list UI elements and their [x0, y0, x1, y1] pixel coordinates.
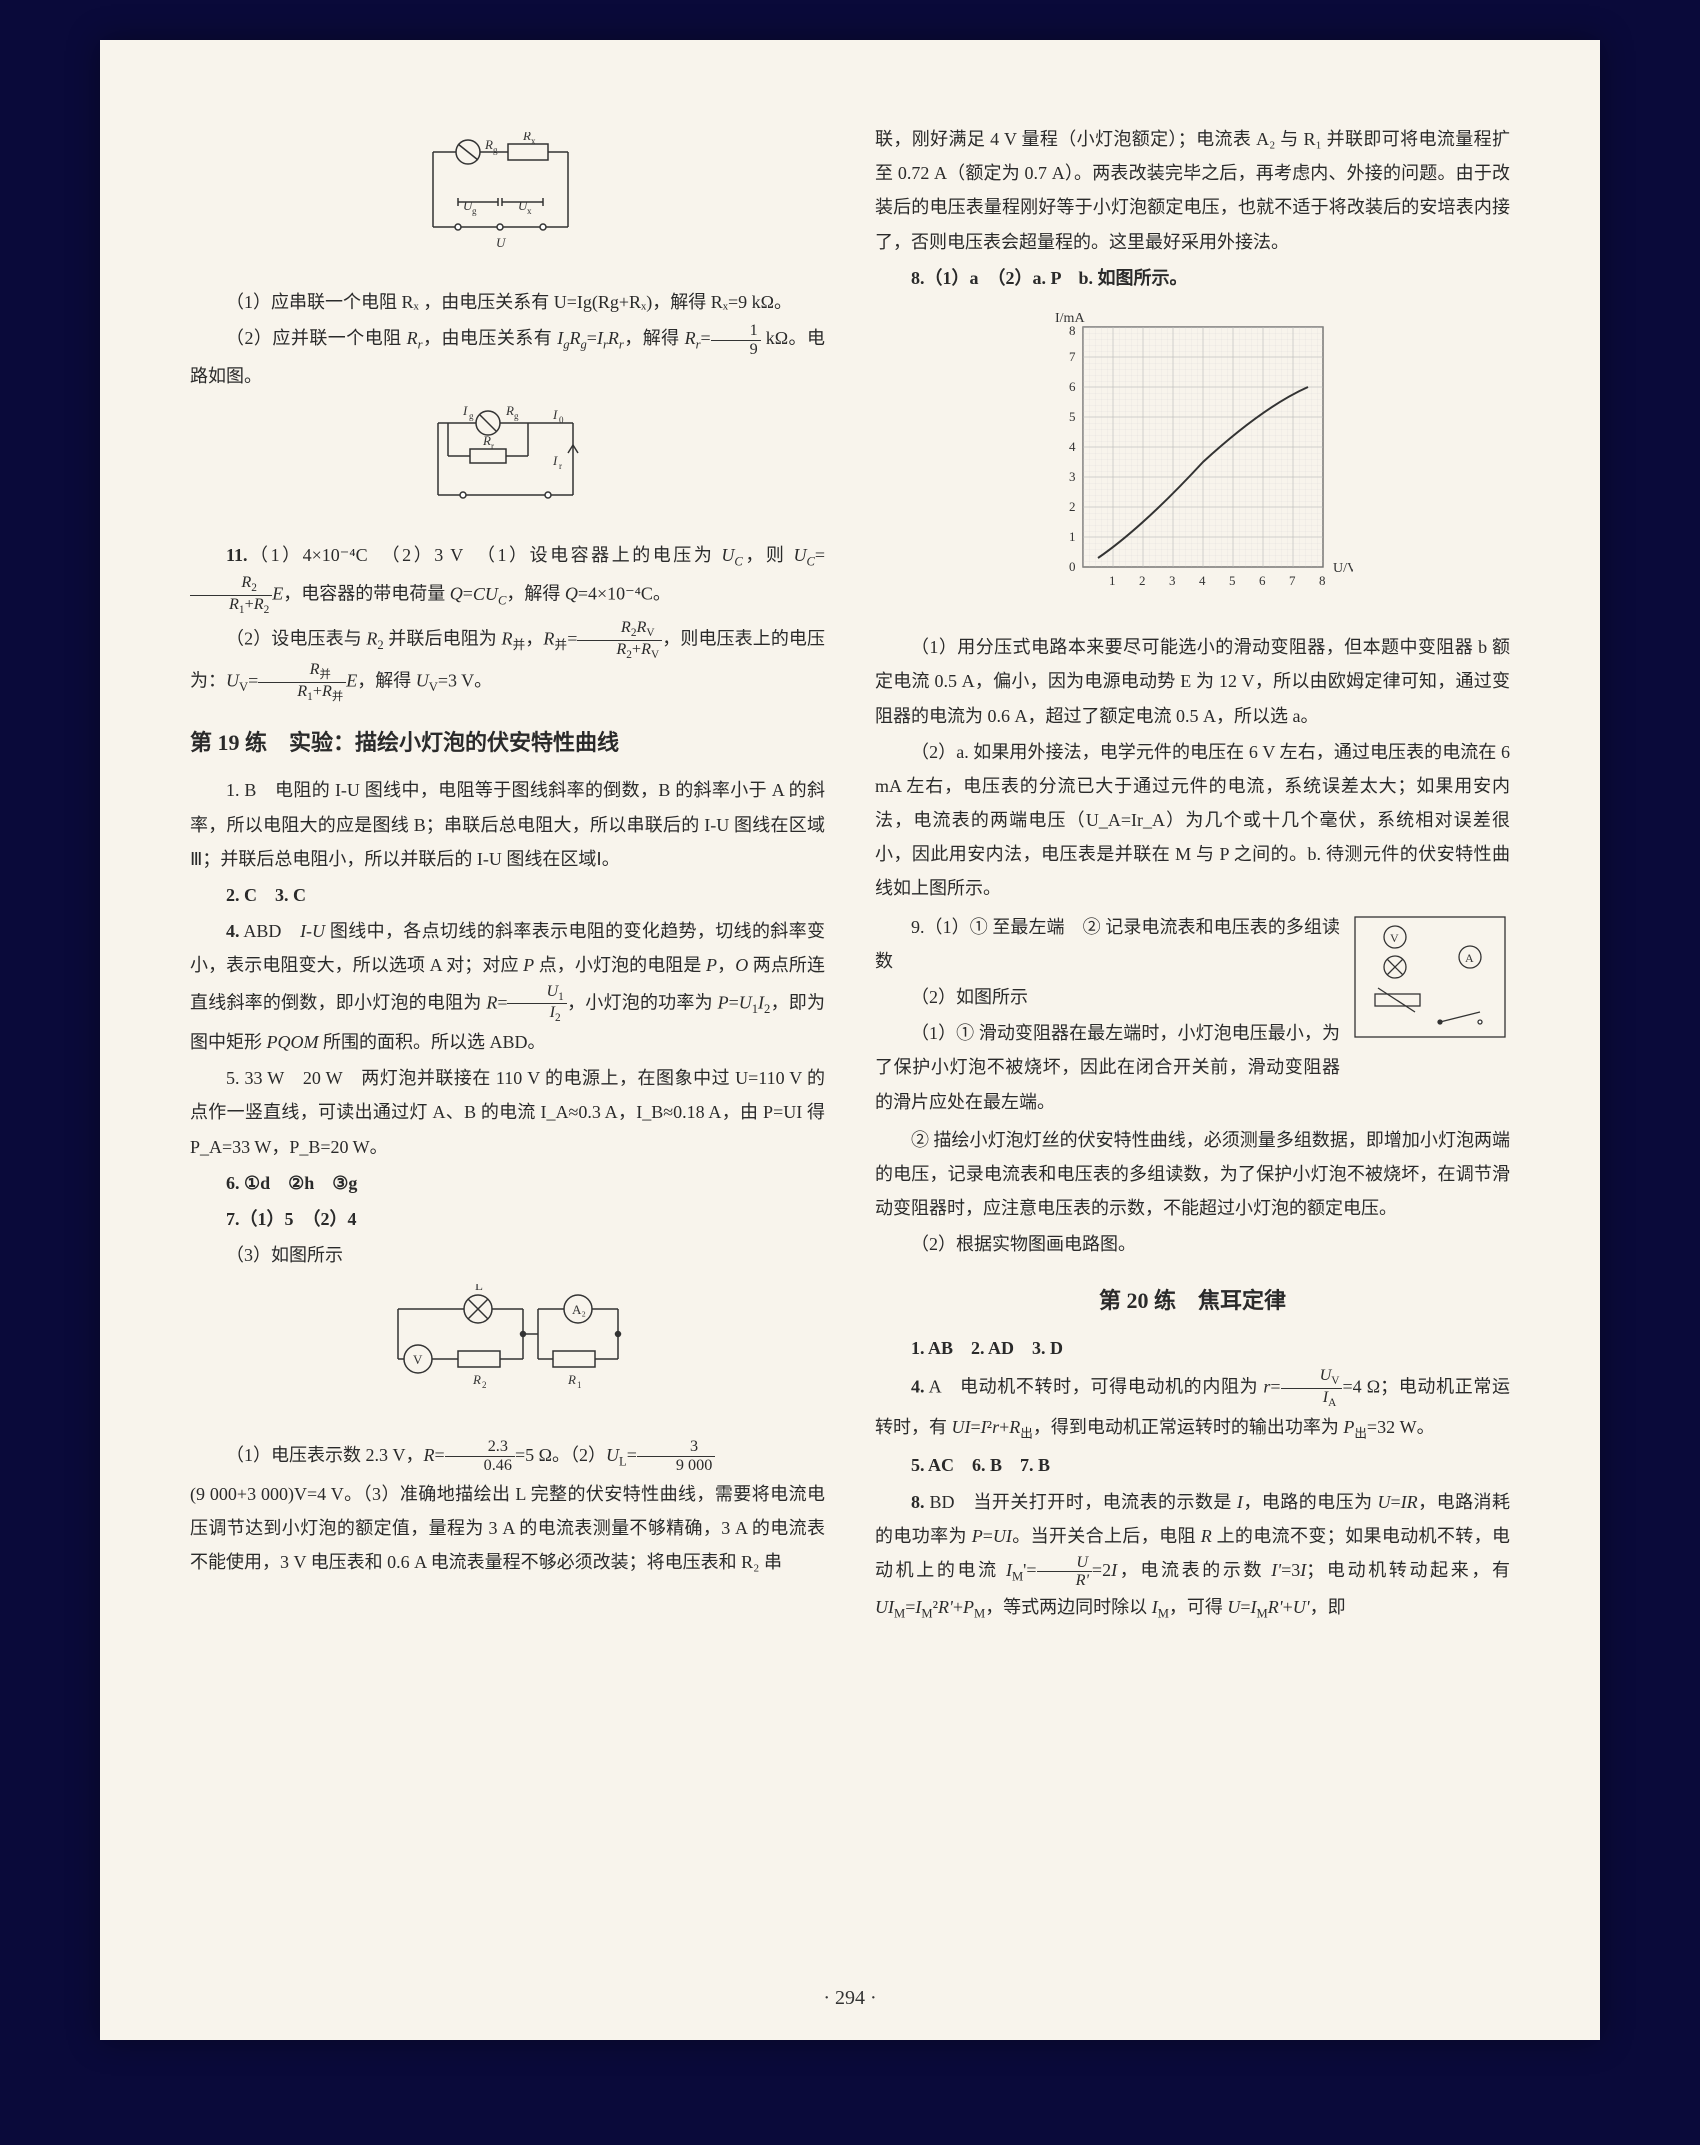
svg-text:U: U: [496, 235, 507, 250]
page-number: · 294 ·: [100, 1987, 1600, 2010]
left-column: Rg Rx Ug Ux U: [190, 120, 825, 2000]
iv-chart: I/mA U/V 0 123 456 78 123 456 78: [875, 307, 1510, 618]
paragraph: （1）电压表示数 2.3 V，R=2.30.46=5 Ω。（2）UL=39 00…: [190, 1438, 825, 1475]
svg-text:4: 4: [1199, 573, 1206, 588]
document-page: Rg Rx Ug Ux U: [100, 40, 1600, 2040]
answer-2-3: 2. C 3. C: [190, 878, 825, 912]
svg-text:A: A: [1465, 951, 1474, 965]
answer-20-123: 1. AB 2. AD 3. D: [875, 1331, 1510, 1365]
circuit-diagram-1: Rg Rx Ug Ux U: [190, 132, 825, 273]
svg-text:3: 3: [1069, 469, 1076, 484]
paragraph: （2）应并联一个电阻 Rr，由电压关系有 IgRg=IrRr，解得 Rr=19 …: [190, 321, 825, 392]
svg-text:R: R: [482, 433, 491, 448]
paragraph: （2）a. 如果用外接法，电学元件的电压在 6 V 左右，通过电压表的电流在 6…: [875, 735, 1510, 906]
answer-1: 1. B 电阻的 I-U 图线中，电阻等于图线斜率的倒数，B 的斜率小于 A 的…: [190, 773, 825, 876]
answer-7b: （3）如图所示: [190, 1238, 825, 1272]
svg-text:x: x: [531, 136, 536, 146]
svg-text:I: I: [552, 407, 558, 422]
paragraph: (9 000+3 000)V=4 V。（3）准确地描绘出 L 完整的伏安特性曲线…: [190, 1477, 825, 1580]
circuit-diagram-4: V A: [1350, 912, 1510, 1053]
section-20-title: 第 20 练 焦耳定律: [875, 1280, 1510, 1322]
svg-text:R: R: [522, 132, 531, 143]
answer-9e: （2）根据实物图画电路图。: [875, 1227, 1510, 1261]
svg-text:2: 2: [482, 1380, 487, 1390]
svg-text:r: r: [491, 441, 494, 451]
svg-text:x: x: [527, 206, 532, 216]
svg-text:g: g: [493, 145, 498, 155]
svg-text:8: 8: [1069, 323, 1076, 338]
answer-5: 5. 33 W 20 W 两灯泡并联接在 110 V 的电源上，在图象中过 U=…: [190, 1061, 825, 1164]
paragraph: （2）设电压表与 R2 并联后电阻为 R并，R并=R2RVR2+RV，则电压表上…: [190, 619, 825, 704]
svg-text:3: 3: [1169, 573, 1176, 588]
svg-text:A₂: A₂: [572, 1302, 586, 1317]
svg-text:7: 7: [1289, 573, 1296, 588]
svg-text:g: g: [514, 411, 519, 421]
section-19-title: 第 19 练 实验：描绘小灯泡的伏安特性曲线: [190, 722, 825, 764]
svg-text:R: R: [567, 1372, 576, 1387]
svg-text:1: 1: [1069, 529, 1076, 544]
paragraph: 联，刚好满足 4 V 量程（小灯泡额定）；电流表 A₂ 与 R₁ 并联即可将电流…: [875, 122, 1510, 259]
svg-text:R: R: [484, 137, 493, 152]
circuit-diagram-3: L A₂ V R2 R1: [190, 1284, 825, 1425]
svg-text:1: 1: [1109, 573, 1116, 588]
svg-text:r: r: [559, 461, 562, 471]
svg-text:R: R: [472, 1372, 481, 1387]
svg-text:5: 5: [1229, 573, 1236, 588]
answer-20-8: 8. BD 当开关打开时，电流表的示数是 I，电路的电压为 U=IR，电路消耗的…: [875, 1485, 1510, 1627]
paragraph: 11.（1）4×10⁻⁴C （2）3 V （1）设电容器上的电压为 UC，则 U…: [190, 538, 825, 617]
svg-text:6: 6: [1259, 573, 1266, 588]
answer-20-567: 5. AC 6. B 7. B: [875, 1448, 1510, 1482]
circuit-diagram-2: Ig Rg I0 Rr Ir: [190, 405, 825, 526]
answer-7: 7.（1）5 （2）4: [190, 1202, 825, 1236]
answer-4: 4. ABD I-U 图线中，各点切线的斜率表示电阻的变化趋势，切线的斜率变小，…: [190, 914, 825, 1059]
svg-text:0: 0: [1069, 559, 1076, 574]
svg-text:I: I: [552, 453, 558, 468]
svg-text:V: V: [413, 1352, 423, 1367]
paragraph: （1）用分压式电路本来要尽可能选小的滑动变阻器，但本题中变阻器 b 额定电流 0…: [875, 630, 1510, 733]
svg-text:2: 2: [1069, 499, 1076, 514]
svg-text:I: I: [462, 405, 468, 418]
svg-text:U/V: U/V: [1333, 561, 1353, 576]
svg-text:2: 2: [1139, 573, 1146, 588]
svg-text:g: g: [469, 411, 474, 421]
paragraph: （1）应串联一个电阻 Rₓ ，由电压关系有 U=Ig(Rg+Rₓ)，解得 Rₓ=…: [190, 285, 825, 319]
svg-text:6: 6: [1069, 379, 1076, 394]
svg-text:4: 4: [1069, 439, 1076, 454]
right-column: 联，刚好满足 4 V 量程（小灯泡额定）；电流表 A₂ 与 R₁ 并联即可将电流…: [875, 120, 1510, 2000]
svg-text:L: L: [475, 1284, 483, 1293]
svg-text:R: R: [505, 405, 514, 418]
answer-8: 8.（1）a （2）a. P b. 如图所示。: [875, 261, 1510, 295]
svg-text:g: g: [472, 206, 477, 216]
answer-6: 6. ①d ②h ③g: [190, 1166, 825, 1200]
answer-20-4: 4. A 电动机不转时，可得电动机的内阻为 r=UVIA=4 Ω；电动机正常运转…: [875, 1367, 1510, 1446]
svg-text:8: 8: [1319, 573, 1326, 588]
svg-text:1: 1: [577, 1380, 582, 1390]
svg-text:V: V: [1390, 931, 1399, 945]
svg-text:7: 7: [1069, 349, 1076, 364]
answer-9d: ② 描绘小灯泡灯丝的伏安特性曲线，必须测量多组数据，即增加小灯泡两端的电压，记录…: [875, 1123, 1510, 1226]
svg-text:5: 5: [1069, 409, 1076, 424]
